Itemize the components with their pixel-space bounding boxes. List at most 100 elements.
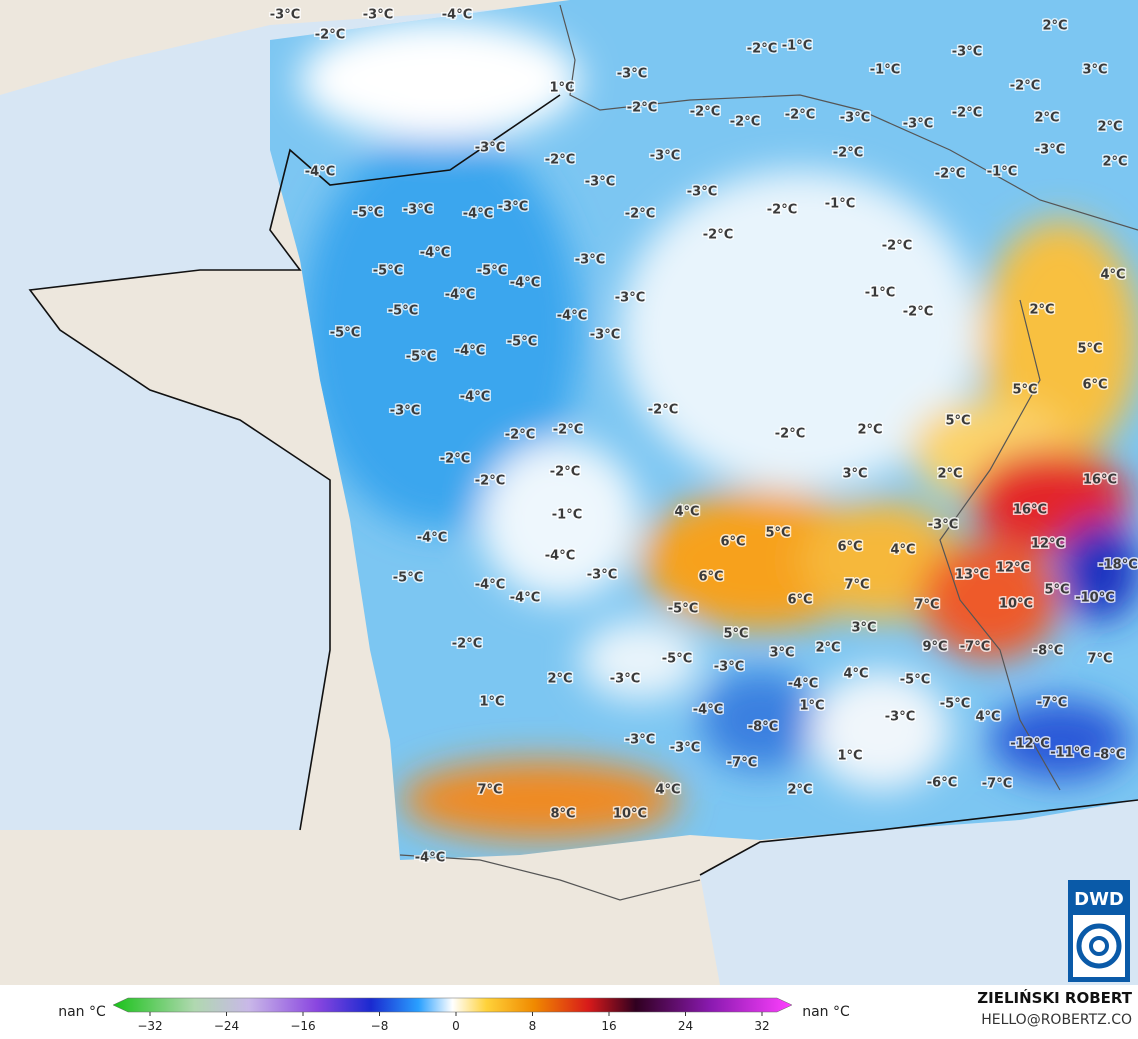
temperature-label: -5°C <box>388 304 418 319</box>
temperature-label: -2°C <box>903 305 933 320</box>
temperature-label: -4°C <box>545 549 575 564</box>
temperature-label: -1°C <box>552 508 582 523</box>
temperature-label: 6°C <box>837 540 862 555</box>
temperature-label: -7°C <box>960 640 990 655</box>
legend-nan-left: nan °C <box>58 1004 106 1020</box>
temperature-label: 13°C <box>955 568 989 583</box>
temperature-label: -8°C <box>748 720 778 735</box>
temperature-label: 4°C <box>674 505 699 520</box>
temperature-label: -2°C <box>747 42 777 57</box>
temperature-label: -7°C <box>727 756 757 771</box>
temperature-label: -2°C <box>627 101 657 116</box>
colorbar-tick-label: 24 <box>678 1019 693 1033</box>
temperature-label: 10°C <box>613 807 647 822</box>
temperature-label: 2°C <box>547 672 572 687</box>
temperature-label: -2°C <box>833 146 863 161</box>
temperature-label: -3°C <box>610 672 640 687</box>
temperature-label: -5°C <box>507 335 537 350</box>
temperature-label: -5°C <box>353 206 383 221</box>
temperature-label: -4°C <box>420 246 450 261</box>
temperature-label: -3°C <box>625 733 655 748</box>
temperature-label: -5°C <box>393 571 423 586</box>
temperature-label: -3°C <box>885 710 915 725</box>
temperature-label: 8°C <box>550 807 575 822</box>
temperature-label: -4°C <box>463 207 493 222</box>
temperature-label: -3°C <box>617 67 647 82</box>
temperature-label: -3°C <box>840 111 870 126</box>
temperature-label: -6°C <box>927 776 957 791</box>
temperature-label: -3°C <box>475 141 505 156</box>
temperature-label: -5°C <box>940 697 970 712</box>
temperature-label: 2°C <box>1029 303 1054 318</box>
temperature-label: -1°C <box>987 165 1017 180</box>
temperature-label: -2°C <box>475 474 505 489</box>
temperature-label: 3°C <box>851 621 876 636</box>
temperature-label: 4°C <box>655 783 680 798</box>
temperature-label: -1°C <box>865 286 895 301</box>
temperature-label: -2°C <box>625 207 655 222</box>
colorbar <box>112 997 793 1013</box>
temperature-label: -5°C <box>406 350 436 365</box>
temperature-label: -12°C <box>1010 737 1050 752</box>
temperature-label: -3°C <box>650 149 680 164</box>
temperature-label: -4°C <box>445 288 475 303</box>
temperature-label: -4°C <box>475 578 505 593</box>
temperature-label: -1°C <box>870 63 900 78</box>
temperature-label: -5°C <box>900 673 930 688</box>
temperature-label: -3°C <box>1035 143 1065 158</box>
temperature-label: -2°C <box>785 108 815 123</box>
temperature-label: -1°C <box>825 197 855 212</box>
temperature-label: -3°C <box>687 185 717 200</box>
temperature-label: 4°C <box>843 667 868 682</box>
temperature-label: 3°C <box>769 646 794 661</box>
temperature-label: 3°C <box>842 467 867 482</box>
temperature-label: 2°C <box>815 641 840 656</box>
temperature-label: -2°C <box>775 427 805 442</box>
temperature-label: -2°C <box>315 28 345 43</box>
legend-nan-right: nan °C <box>802 1004 850 1020</box>
temperature-label: 1°C <box>549 81 574 96</box>
temperature-label: -2°C <box>703 228 733 243</box>
temperature-label: 4°C <box>1100 268 1125 283</box>
temperature-label: 2°C <box>787 783 812 798</box>
temperature-labels: -3°C -3°C -4°C -2°C 1°C -3°C -2°C -1°C -3°C 2°C 3°… <box>268 6 1138 867</box>
temperature-label: -4°C <box>693 703 723 718</box>
temperature-label: 16°C <box>1013 503 1047 518</box>
temperature-label: -4°C <box>788 677 818 692</box>
temperature-label: -4°C <box>510 591 540 606</box>
temperature-label: -5°C <box>668 602 698 617</box>
temperature-label: 5°C <box>1044 583 1069 598</box>
colorbar-tick-label: −16 <box>290 1019 315 1033</box>
temperature-label: 10°C <box>999 597 1033 612</box>
temperature-label: -2°C <box>440 452 470 467</box>
temperature-label: -3°C <box>575 253 605 268</box>
atlantic <box>0 5 560 830</box>
colorbar-tick-label: 16 <box>601 1019 616 1033</box>
temperature-label: -1°C <box>782 39 812 54</box>
mediterranean <box>700 800 1138 985</box>
temperature-label: -2°C <box>767 203 797 218</box>
temperature-label: 2°C <box>937 467 962 482</box>
credit-name: ZIELIŃSKI ROBERT <box>977 988 1132 1007</box>
temperature-label: 5°C <box>945 414 970 429</box>
temperature-label: 12°C <box>996 561 1030 576</box>
temperature-label: -3°C <box>587 568 617 583</box>
temperature-label: -3°C <box>615 291 645 306</box>
temperature-label: -4°C <box>415 851 445 866</box>
temperature-field <box>270 0 1138 860</box>
temperature-label: 9°C <box>922 640 947 655</box>
logo-text: DWD <box>1074 889 1124 910</box>
temperature-label: -3°C <box>670 741 700 756</box>
temperature-label: -3°C <box>270 8 300 23</box>
temperature-label: -4°C <box>455 344 485 359</box>
temperature-label: -2°C <box>882 239 912 254</box>
temperature-label: -5°C <box>373 264 403 279</box>
temperature-label: -18°C <box>1098 558 1138 573</box>
temperature-label: 1°C <box>837 749 862 764</box>
temperature-label: 12°C <box>1031 537 1065 552</box>
temperature-label: -4°C <box>442 8 472 23</box>
colorbar-ticks: −32 −24 −16 −8 0 8 16 24 32 <box>137 1012 770 1033</box>
temperature-label: -11°C <box>1050 746 1090 761</box>
temperature-label: -2°C <box>553 423 583 438</box>
